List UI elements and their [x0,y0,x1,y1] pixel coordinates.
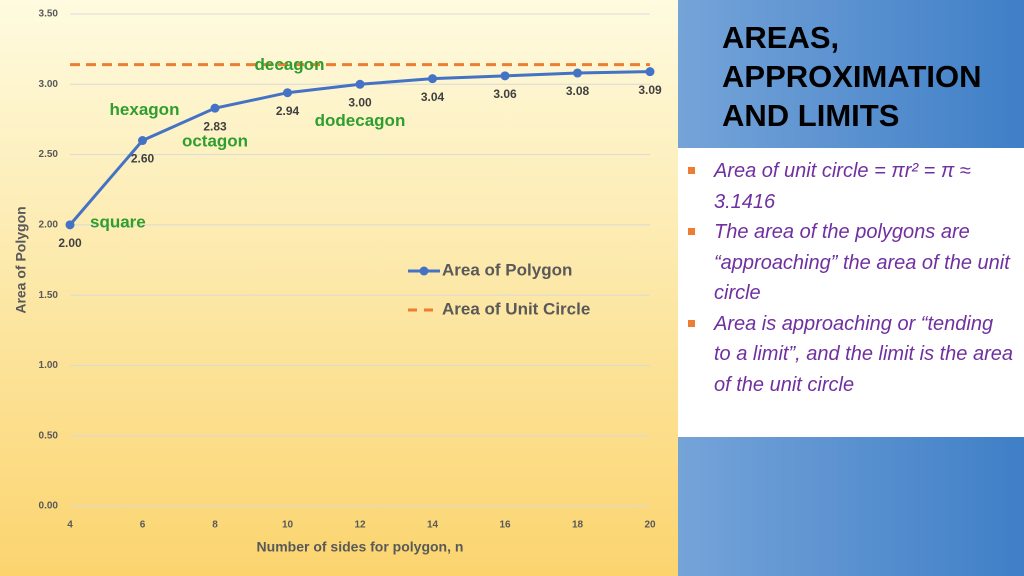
data-label: 3.04 [421,90,445,104]
annotation: square [90,212,146,231]
title-line: AREAS, [722,20,840,55]
data-label: 3.00 [348,95,372,109]
legend-label: Area of Unit Circle [442,299,590,318]
x-tick-label: 10 [282,520,294,531]
legend-marker [419,266,429,276]
legend-label: Area of Polygon [442,260,572,279]
y-tick-label: 0.50 [39,430,59,441]
y-tick-label: 0.00 [39,501,59,512]
chart: Area of Polygon Number of sides for poly… [0,0,678,576]
data-label: 2.94 [276,104,300,118]
bullet: Area of unit circle = πr² = π ≈ 3.1416 [688,156,1014,217]
data-label: 2.83 [203,119,227,133]
bullet: The area of the polygons are “approachin… [688,217,1014,309]
title-line: APPROXIMATION [722,59,982,94]
y-tick-label: 1.50 [39,290,59,301]
y-tick-label: 2.50 [39,149,59,160]
data-label: 2.00 [58,236,82,250]
annotation: dodecagon [315,111,406,130]
x-tick-label: 6 [140,520,146,531]
x-tick-label: 4 [67,520,73,531]
y-axis-title: Area of Polygon [13,206,29,313]
point [210,103,220,113]
point [500,71,510,81]
title-line: AND LIMITS [722,98,900,133]
x-tick-label: 8 [212,520,218,531]
x-tick-label: 14 [427,520,439,531]
point [355,79,365,89]
x-tick-label: 12 [354,520,366,531]
slide-title: AREAS, APPROXIMATION AND LIMITS [722,18,1022,135]
annotation: octagon [182,132,248,151]
point [573,68,582,78]
x-tick-label: 18 [572,520,584,531]
data-label: 3.08 [566,84,590,98]
bullet-box: Area of unit circle = πr² = π ≈ 3.1416 Th… [678,148,1024,437]
point [65,220,75,230]
point [428,74,437,84]
data-label: 2.60 [131,152,155,166]
bullet: Area is approaching or “tending to a lim… [688,309,1014,401]
annotation: decagon [255,55,325,74]
x-tick-label: 20 [644,520,656,531]
y-tick-label: 2.00 [39,219,59,230]
y-tick-label: 3.50 [39,9,59,20]
data-label: 3.09 [638,83,662,97]
chart-background [0,0,678,576]
data-label: 3.06 [493,87,517,101]
bullet-list: Area of unit circle = πr² = π ≈ 3.1416 Th… [678,148,1024,400]
x-tick-label: 16 [499,520,511,531]
point [283,88,292,98]
y-tick-label: 3.00 [39,79,59,90]
x-axis-title: Number of sides for polygon, n [257,539,464,555]
annotation: hexagon [110,100,180,119]
y-tick-label: 1.00 [39,360,59,371]
point [645,67,655,77]
point [138,136,147,146]
